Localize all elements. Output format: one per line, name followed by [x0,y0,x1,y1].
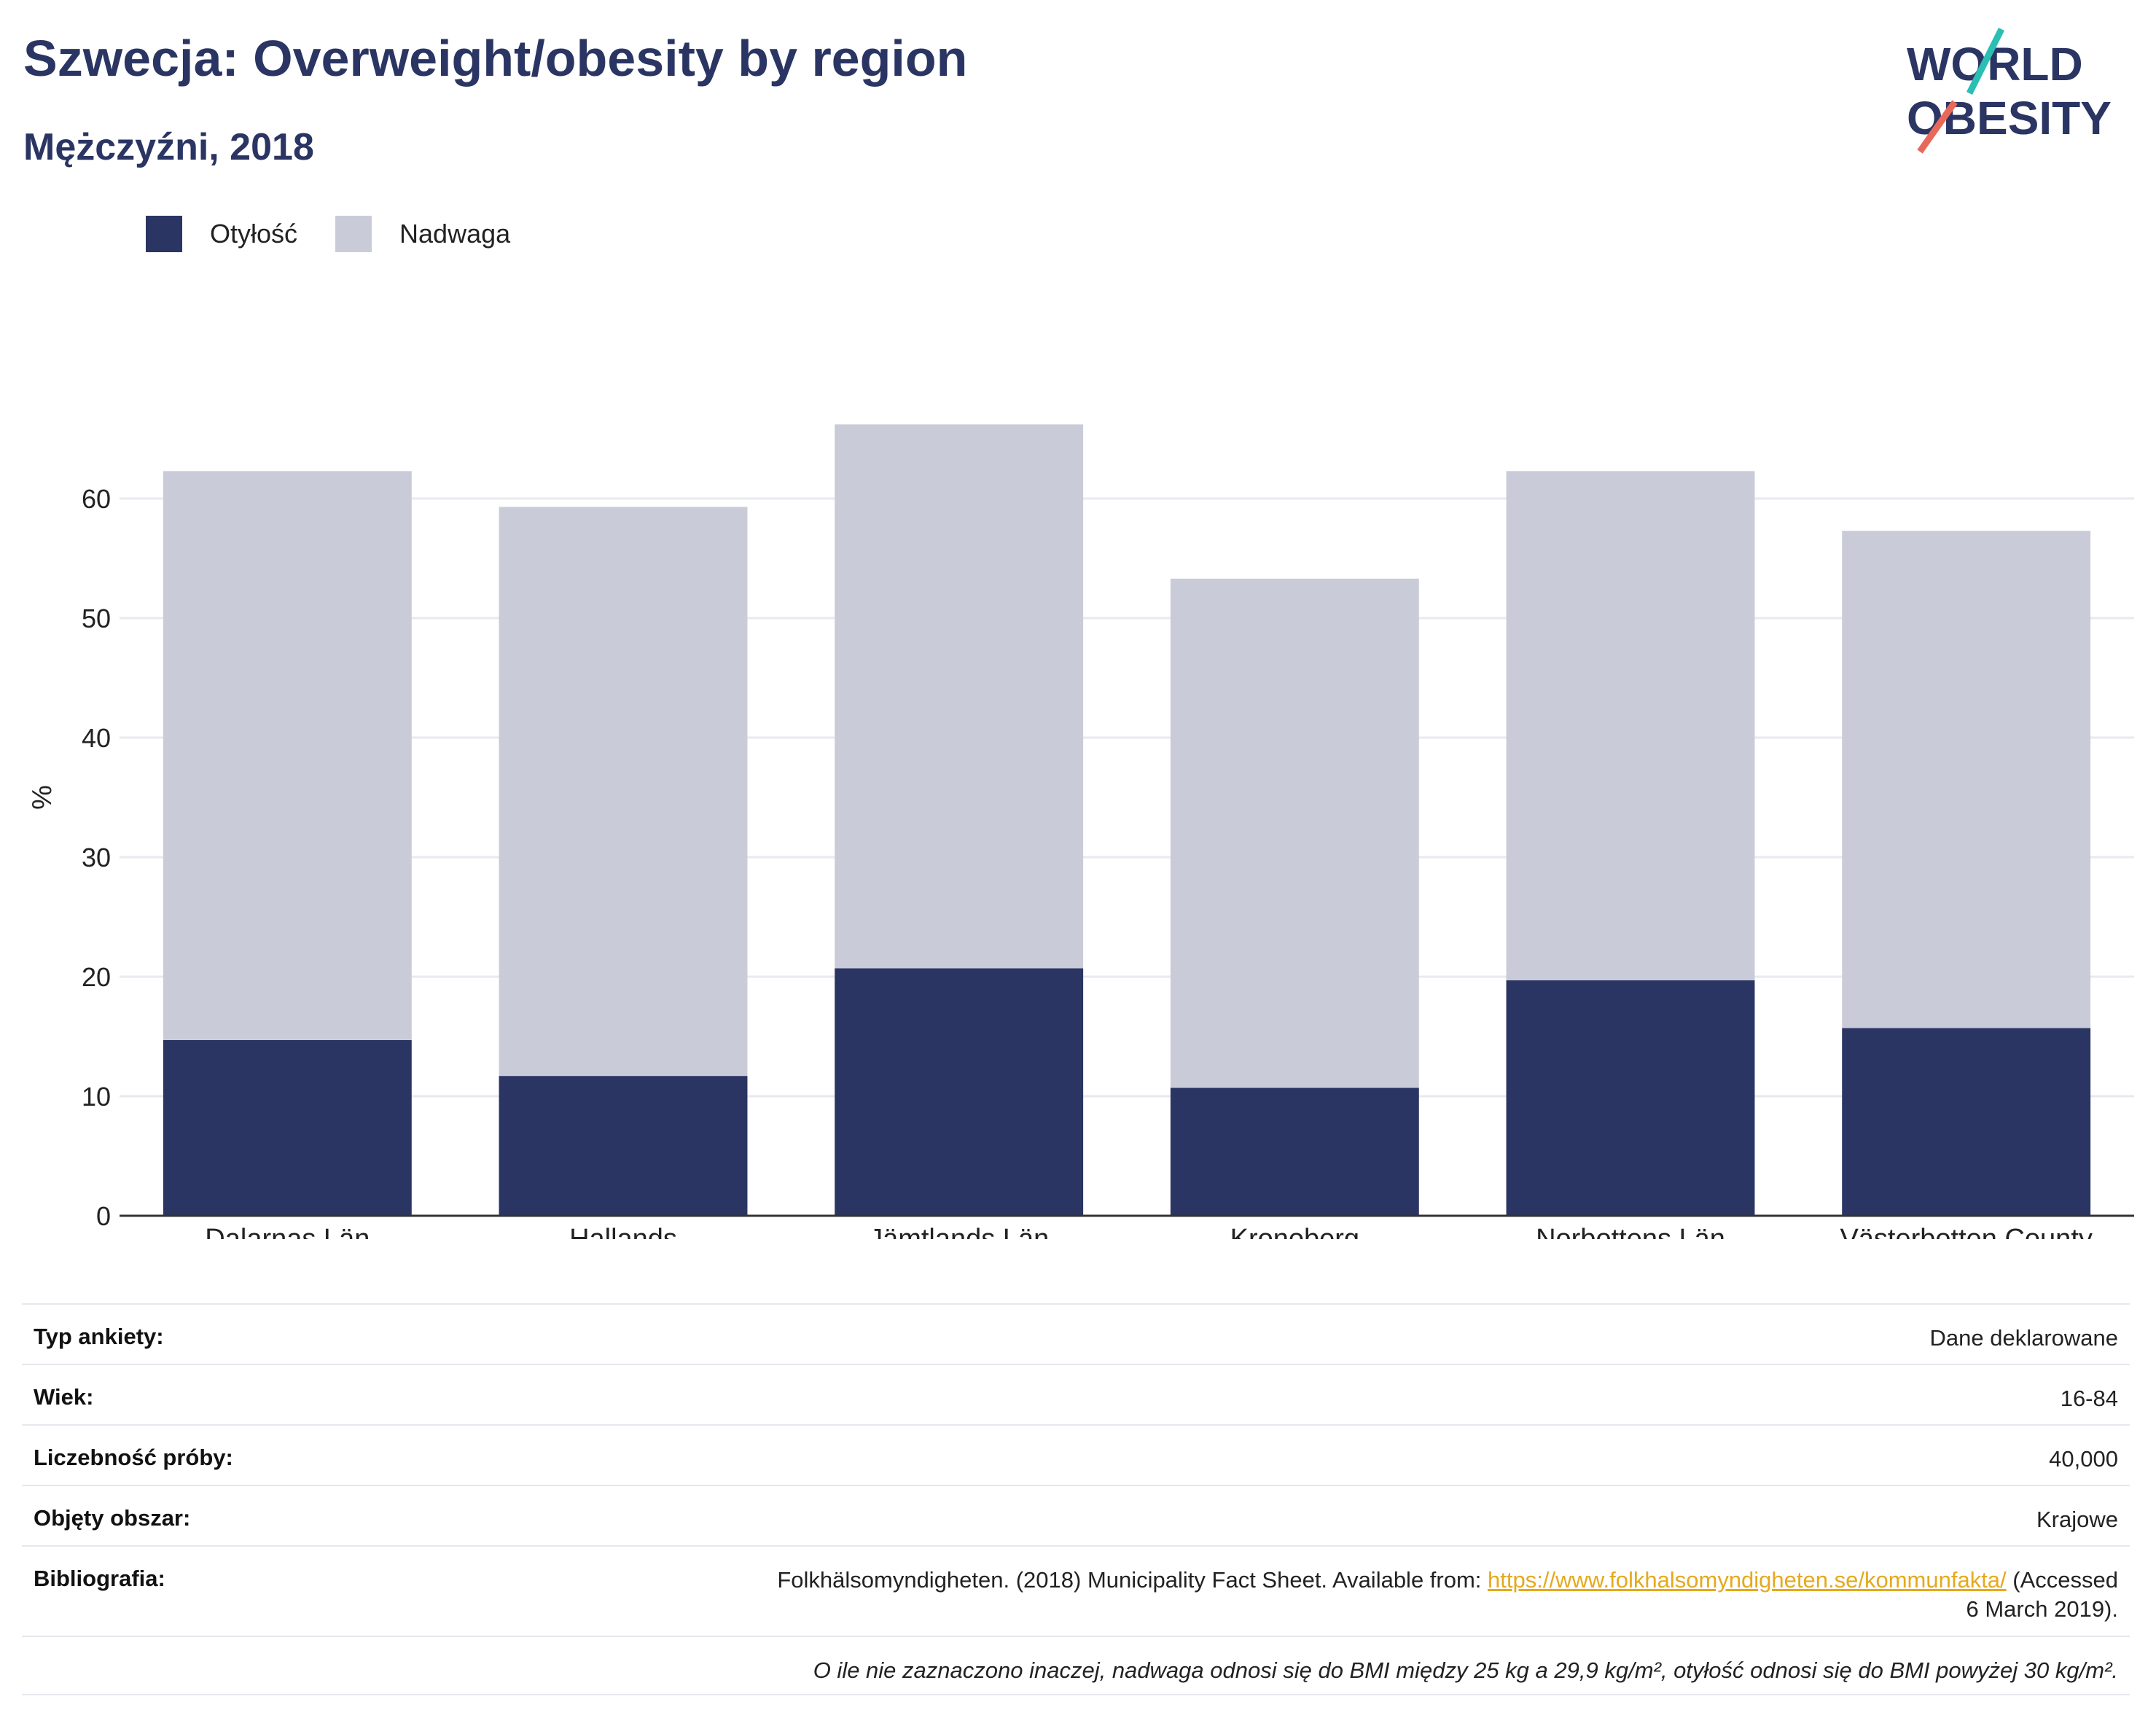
y-tick-label: 60 [82,484,111,514]
bibliography-link[interactable]: https://www.folkhalsomyndigheten.se/komm… [1488,1567,2007,1593]
bar-overweight [835,424,1084,969]
legend-item-overweight[interactable]: Nadwaga [335,216,510,252]
bar-overweight [1170,578,1419,1088]
info-label: Typ ankiety: [34,1324,164,1349]
info-row-area: Objęty obszar: Krajowe [22,1485,2130,1545]
info-row-sample-size: Liczebność próby: 40,000 [22,1424,2130,1485]
info-value: Dane deklarowane [1929,1325,2118,1351]
y-tick-label: 0 [96,1201,111,1231]
chart-title: Szwecja: Overweight/obesity by region [23,30,968,87]
bar-obesity [163,1039,412,1216]
y-tick-label: 20 [82,962,111,992]
info-value: 16-84 [2060,1386,2118,1411]
bibliography-date: 6 March 2019). [1966,1596,2119,1622]
x-tick-label: Hallands [569,1224,677,1239]
info-row-age: Wiek: 16-84 [22,1364,2130,1424]
legend-swatch-overweight [335,216,372,252]
logo-line2: OBESITY [1907,92,2112,144]
bar-obesity [1506,980,1755,1216]
info-label: Liczebność próby: [34,1445,233,1470]
legend: Otyłość Nadwaga [146,216,548,252]
y-tick-label: 10 [82,1082,111,1112]
y-axis-label: % [27,785,58,810]
survey-info-table: Typ ankiety: Dane deklarowane Wiek: 16-8… [22,1303,2130,1695]
x-tick-label: Norbottens Län [1536,1224,1725,1239]
info-label: Bibliografia: [34,1566,165,1591]
legend-item-obesity[interactable]: Otyłość [146,216,297,252]
chart-subtitle: Mężczyźni, 2018 [23,126,314,168]
info-value: Krajowe [2036,1507,2118,1532]
legend-label-overweight: Nadwaga [399,219,511,249]
info-row-note: O ile nie zaznaczono inaczej, nadwaga od… [22,1636,2130,1695]
bar-overweight [163,471,412,1040]
logo-slash-teal [1966,27,2005,95]
info-value: 40,000 [2049,1446,2118,1472]
legend-swatch-obesity [146,216,182,252]
x-tick-label: Västerbotten County [1840,1224,2092,1239]
bar-chart: 0 10 20 30 40 50 60% Dalarnas Län Hallands Jämtla… [27,424,2134,1239]
bar-obesity [1170,1087,1419,1216]
bibliography-accessed: (Accessed [2006,1567,2118,1593]
bar-obesity [1842,1028,2091,1216]
info-label: Wiek: [34,1384,94,1410]
info-row-survey-type: Typ ankiety: Dane deklarowane [22,1303,2130,1364]
bar-obesity [499,1076,748,1216]
bar-overweight [1506,471,1755,980]
y-tick-label: 30 [82,843,111,872]
info-label: Objęty obszar: [34,1505,191,1531]
info-value: Folkhälsomyndigheten. (2018) Municipalit… [777,1566,2118,1624]
definition-note: O ile nie zaznaczono inaczej, nadwaga od… [813,1657,2118,1683]
bibliography-text: Folkhälsomyndigheten. (2018) Municipalit… [777,1567,1488,1593]
bar-overweight [1842,531,2091,1028]
x-tick-label: Kronoberg [1230,1224,1359,1239]
bar-overweight [499,507,748,1077]
y-tick-label: 40 [82,723,111,753]
bar-obesity [835,968,1084,1216]
legend-label-obesity: Otyłość [210,219,298,249]
y-tick-label: 50 [82,604,111,633]
x-tick-label: Dalarnas Län [205,1224,370,1239]
logo-slash-coral [1917,100,1958,154]
x-tick-label: Jämtlands Län [869,1224,1049,1239]
info-row-bibliography: Bibliografia: Folkhälsomyndigheten. (201… [22,1545,2130,1636]
world-obesity-logo: WORLD OBESITY [1907,27,2112,154]
